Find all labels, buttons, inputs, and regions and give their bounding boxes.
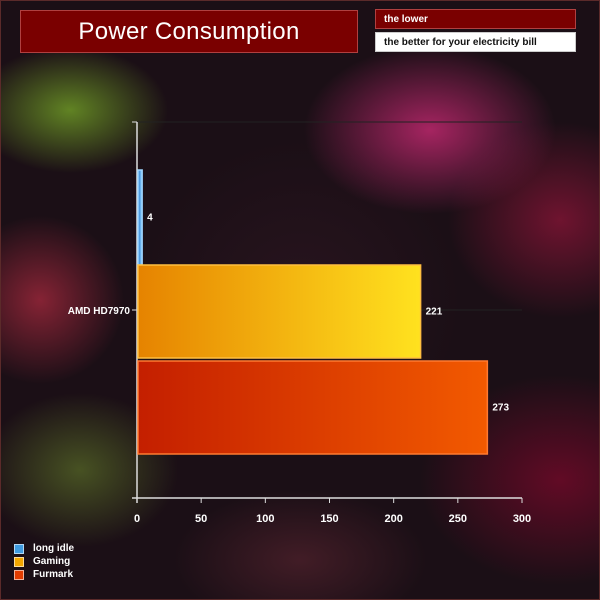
x-tick-label: 0 [134, 513, 140, 525]
x-tick-label: 150 [320, 513, 338, 525]
legend-swatch-furmark [14, 569, 24, 580]
legend-swatch-gaming [14, 556, 24, 567]
legend-label-furmark: Furmark [33, 569, 74, 580]
legend-label-long-idle: long idle [33, 543, 75, 554]
category-label: AMD HD7970 [68, 306, 131, 317]
bar-long-idle [137, 169, 143, 266]
subtitle-tag-bottom: the better for your electricity bill [375, 32, 576, 52]
x-tick-label: 50 [195, 513, 207, 525]
x-tick-label: 300 [513, 513, 531, 525]
legend-item-long-idle: long idle [14, 542, 74, 555]
subtitle-tag-top: the lower [375, 9, 576, 29]
legend-item-gaming: Gaming [14, 555, 74, 568]
legend-item-furmark: Furmark [14, 568, 74, 581]
chart-title: Power Consumption [20, 10, 358, 53]
data-label: 221 [426, 307, 443, 318]
bar-gaming [137, 264, 422, 359]
data-label: 273 [492, 403, 509, 414]
legend-swatch-long-idle [14, 543, 24, 554]
x-tick-label: 250 [449, 513, 467, 525]
legend: long idle Gaming Furmark [14, 542, 74, 581]
bar-furmark [137, 360, 489, 455]
legend-label-gaming: Gaming [33, 556, 71, 567]
x-tick-label: 200 [384, 513, 402, 525]
x-tick-label: 100 [256, 513, 274, 525]
data-label: 4 [147, 213, 153, 224]
